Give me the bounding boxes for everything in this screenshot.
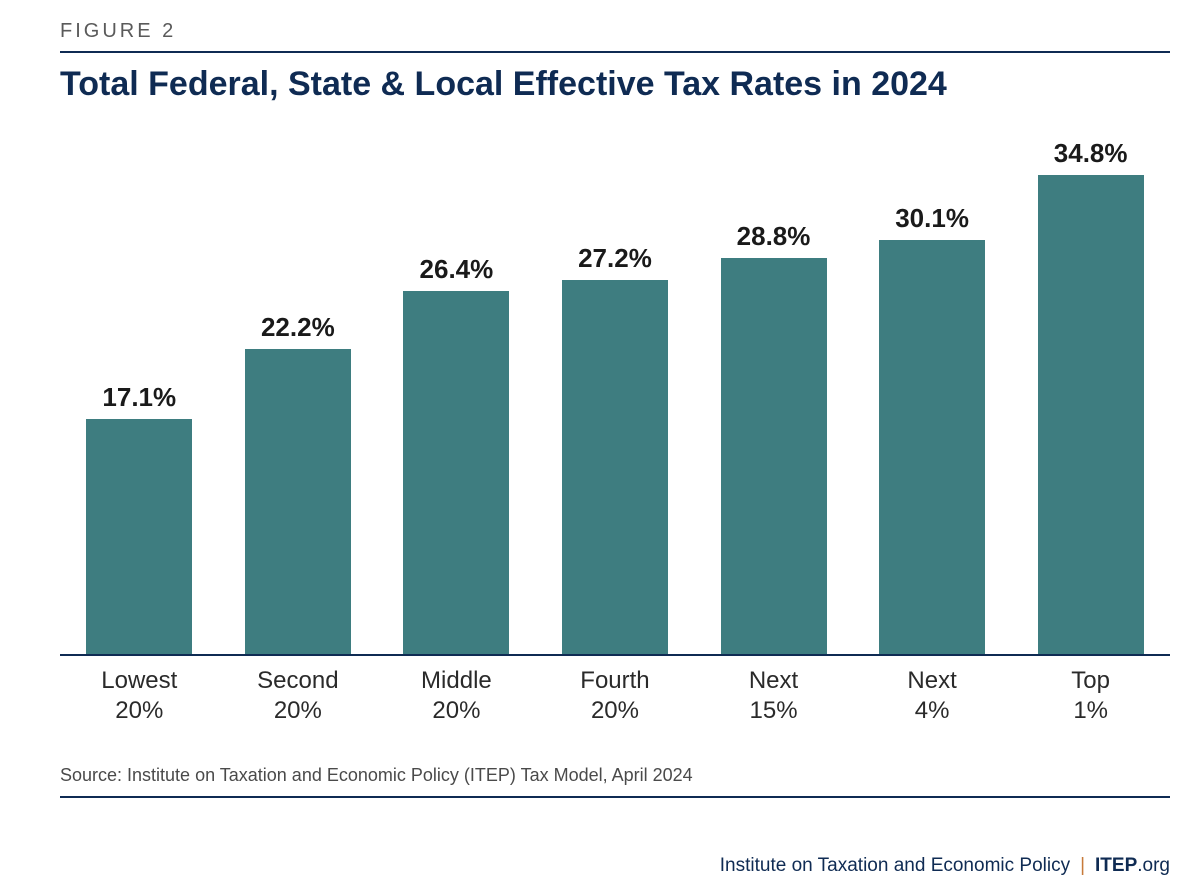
bar-value-label: 27.2% bbox=[578, 243, 652, 274]
chart-baseline bbox=[60, 654, 1170, 656]
bar-value-label: 26.4% bbox=[420, 254, 494, 285]
rule-top bbox=[60, 51, 1170, 53]
bar bbox=[403, 291, 509, 656]
x-label: Second20% bbox=[233, 666, 363, 741]
footer-brand-light: .org bbox=[1137, 855, 1170, 876]
bar bbox=[245, 349, 351, 656]
x-label: Next15% bbox=[709, 666, 839, 741]
bar-slot: 22.2% bbox=[233, 312, 363, 656]
bar-slot: 26.4% bbox=[391, 254, 521, 656]
footer-sep: | bbox=[1080, 855, 1085, 877]
x-label: Fourth20% bbox=[550, 666, 680, 741]
bar-value-label: 17.1% bbox=[102, 382, 176, 413]
chart-area: 17.1% 22.2% 26.4% 27.2% 28.8% 30.1% 34.8% Lowe… bbox=[60, 131, 1170, 741]
bars-row: 17.1% 22.2% 26.4% 27.2% 28.8% 30.1% 34.8% bbox=[60, 131, 1170, 656]
x-label: Middle20% bbox=[391, 666, 521, 741]
bar-value-label: 28.8% bbox=[737, 221, 811, 252]
bar bbox=[879, 240, 985, 656]
footer: Institute on Taxation and Economic Polic… bbox=[720, 855, 1170, 877]
bar bbox=[86, 419, 192, 655]
x-label: Lowest20% bbox=[74, 666, 204, 741]
bar-slot: 34.8% bbox=[1026, 138, 1156, 656]
footer-org: Institute on Taxation and Economic Polic… bbox=[720, 855, 1070, 877]
bar-slot: 30.1% bbox=[867, 203, 997, 656]
bar-slot: 17.1% bbox=[74, 382, 204, 655]
footer-brand: ITEP.org bbox=[1095, 855, 1170, 877]
bar bbox=[721, 258, 827, 656]
bar bbox=[1038, 175, 1144, 656]
source-text: Source: Institute on Taxation and Econom… bbox=[60, 765, 1170, 786]
footer-brand-strong: ITEP bbox=[1095, 855, 1137, 876]
bar-slot: 27.2% bbox=[550, 243, 680, 656]
bar-value-label: 34.8% bbox=[1054, 138, 1128, 169]
bar-slot: 28.8% bbox=[709, 221, 839, 656]
x-label: Top1% bbox=[1026, 666, 1156, 741]
bar bbox=[562, 280, 668, 656]
figure-label: FIGURE 2 bbox=[60, 20, 1170, 51]
bar-value-label: 22.2% bbox=[261, 312, 335, 343]
x-label: Next4% bbox=[867, 666, 997, 741]
x-labels-row: Lowest20% Second20% Middle20% Fourth20% Next… bbox=[60, 666, 1170, 741]
rule-bottom bbox=[60, 796, 1170, 798]
bar-value-label: 30.1% bbox=[895, 203, 969, 234]
chart-title: Total Federal, State & Local Effective T… bbox=[60, 67, 1170, 111]
